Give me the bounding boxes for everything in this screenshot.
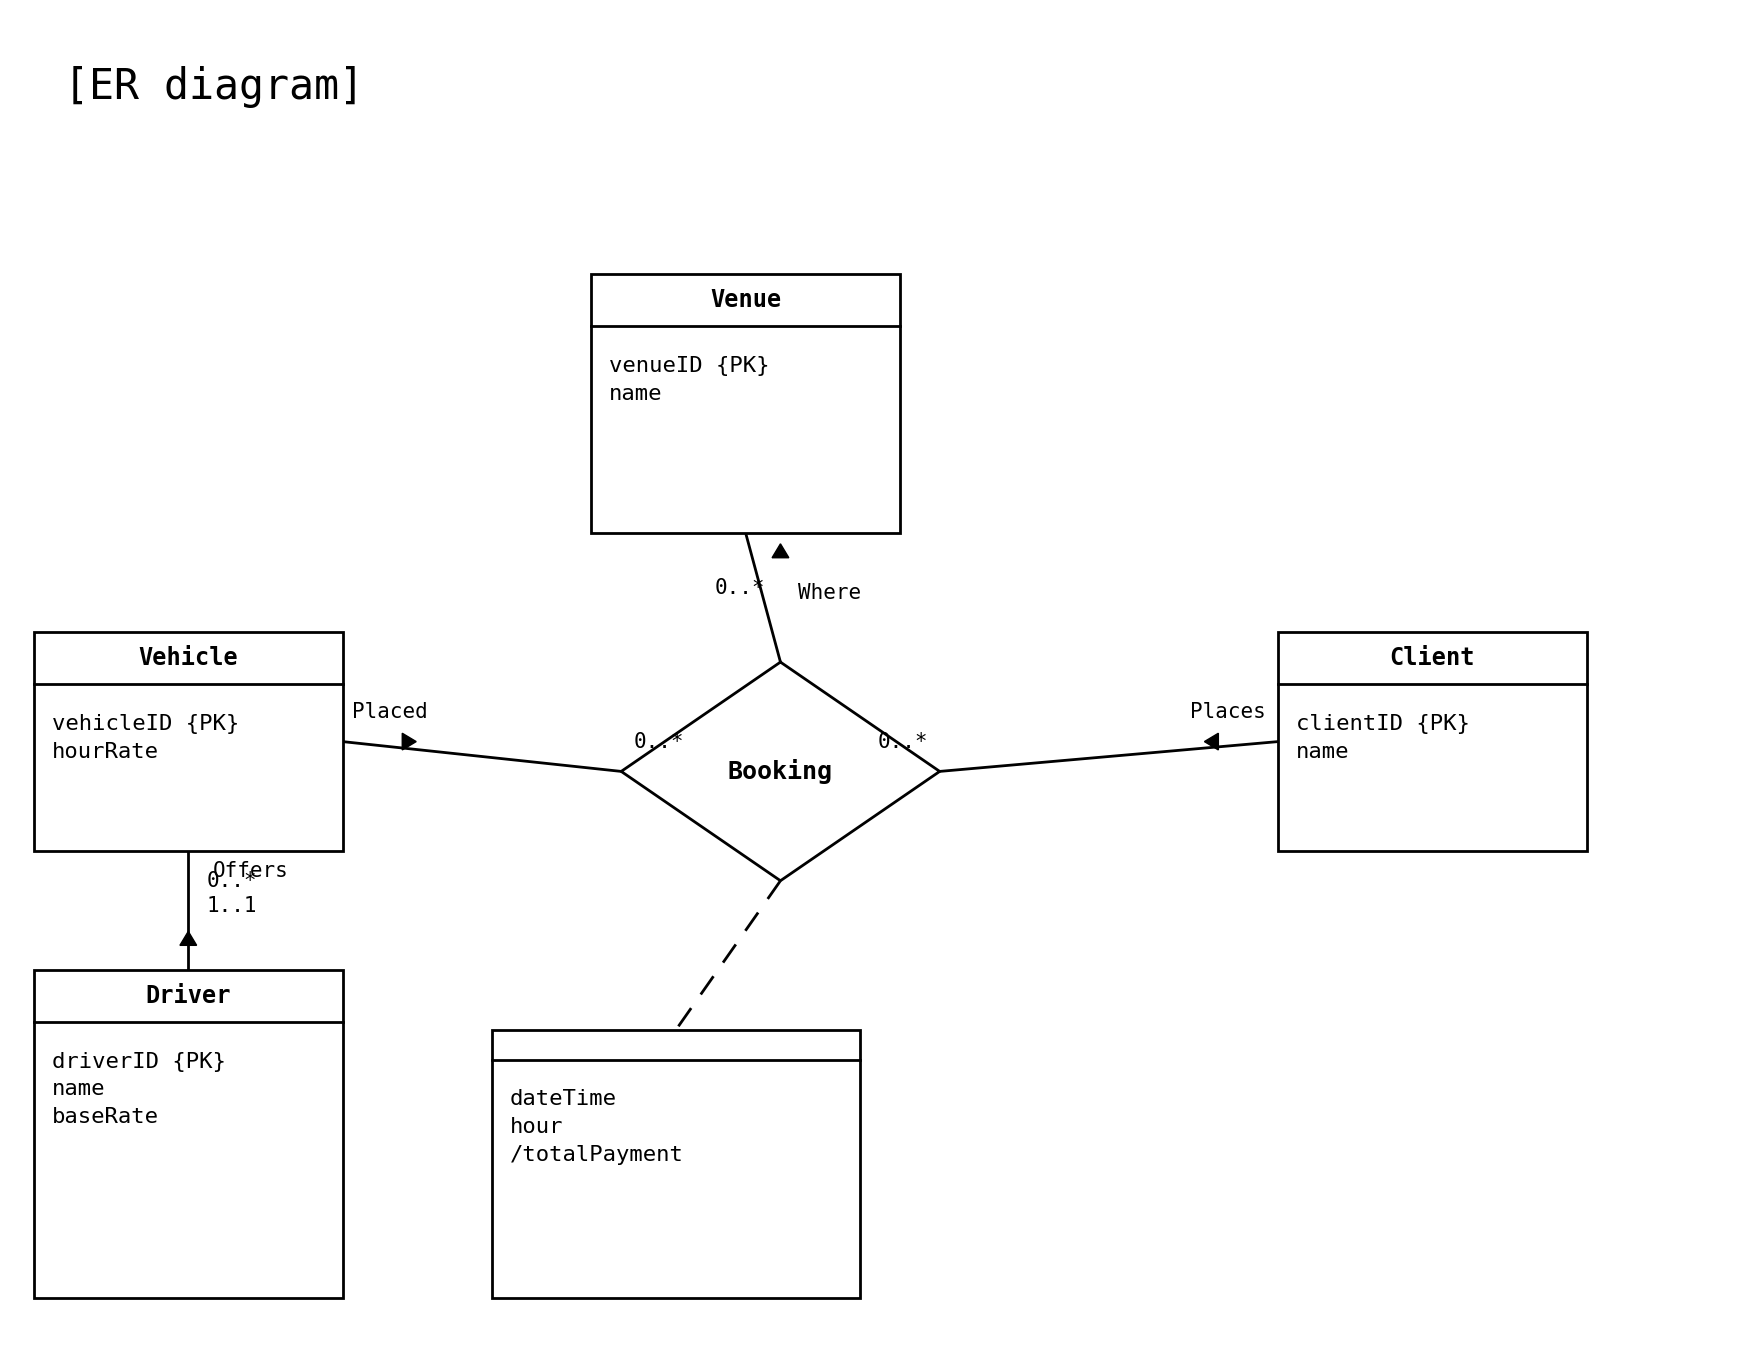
Polygon shape	[772, 544, 789, 558]
Text: 1..1: 1..1	[206, 895, 257, 915]
Text: Driver: Driver	[145, 984, 231, 1009]
Polygon shape	[402, 733, 416, 750]
Bar	[1278, 633, 1587, 850]
Text: driverID {PK}: driverID {PK}	[52, 1052, 226, 1072]
Text: Vehicle: Vehicle	[138, 646, 238, 671]
Text: /totalPayment: /totalPayment	[509, 1145, 684, 1165]
Bar	[592, 274, 900, 533]
Text: vehicleID {PK}: vehicleID {PK}	[52, 714, 240, 734]
Text: Offers: Offers	[214, 861, 289, 880]
Text: name: name	[1297, 742, 1349, 761]
Text: [ER diagram]: [ER diagram]	[65, 66, 364, 108]
Text: hour: hour	[509, 1117, 564, 1137]
Text: 0..*: 0..*	[877, 731, 928, 752]
Polygon shape	[621, 662, 940, 880]
Text: venueID {PK}: venueID {PK}	[609, 356, 770, 376]
Text: Venue: Venue	[710, 288, 780, 312]
Polygon shape	[180, 932, 196, 945]
Text: Placed: Placed	[352, 702, 429, 722]
Text: hourRate: hourRate	[52, 742, 159, 761]
Bar	[33, 971, 343, 1298]
Text: 0..*: 0..*	[716, 577, 765, 598]
Bar	[492, 1030, 859, 1298]
Text: dateTime: dateTime	[509, 1090, 616, 1110]
Text: Places: Places	[1190, 702, 1267, 722]
Bar	[33, 633, 343, 850]
Text: Booking: Booking	[728, 758, 833, 784]
Text: 0..*: 0..*	[206, 871, 257, 891]
Text: name: name	[609, 384, 663, 404]
Text: 0..*: 0..*	[634, 731, 684, 752]
Text: name: name	[52, 1079, 105, 1099]
Text: Client: Client	[1390, 646, 1475, 671]
Text: Where: Where	[798, 583, 861, 603]
Text: baseRate: baseRate	[52, 1107, 159, 1128]
Text: clientID {PK}: clientID {PK}	[1297, 714, 1470, 734]
Polygon shape	[1204, 733, 1218, 750]
